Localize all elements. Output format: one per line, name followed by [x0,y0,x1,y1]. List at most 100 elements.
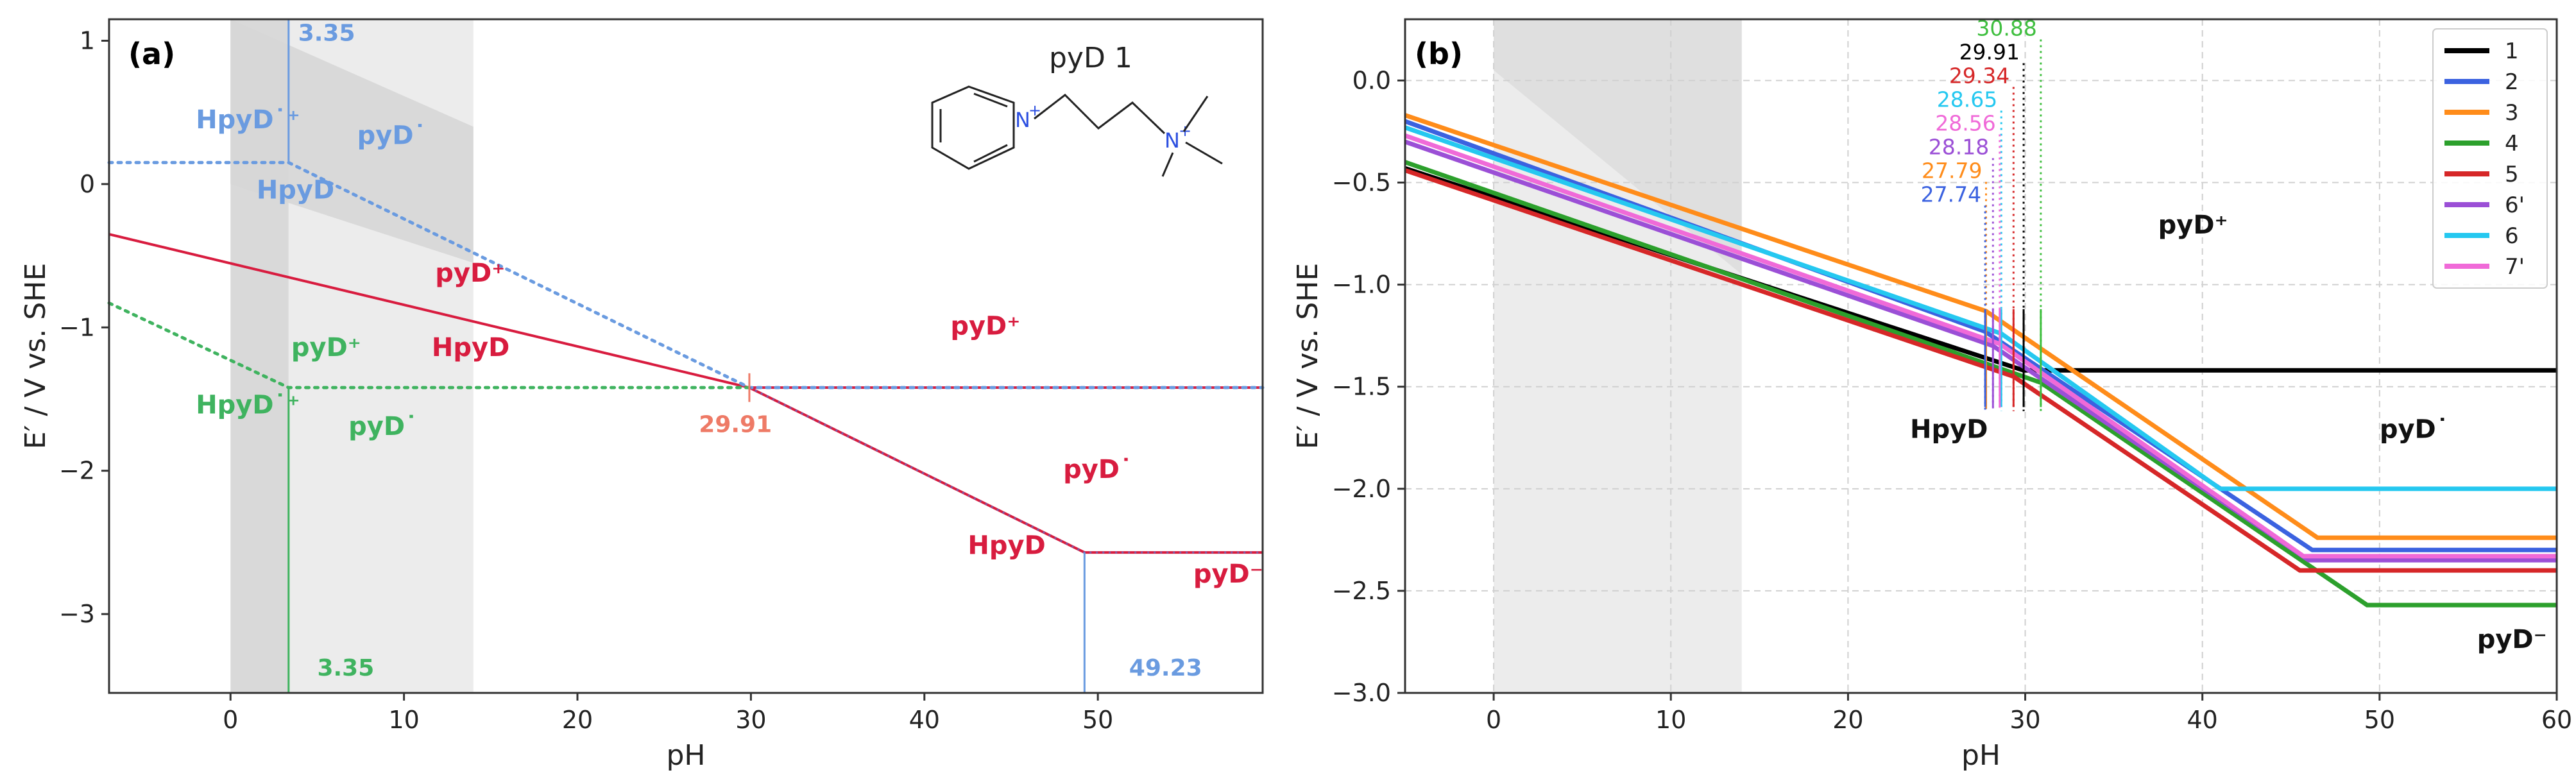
a-annotation: 3.35 [298,21,355,47]
b-legend-label: 2 [2505,69,2519,95]
a-annotation: pyD˙ [348,412,418,441]
b-legend-label: 7' [2505,254,2525,280]
nitrogen-charge-1: + [1028,101,1041,119]
b-y-tick-label: −3.0 [1332,679,1391,707]
a-annotation: HpyD [968,531,1045,560]
b-annotation: pyD˙ [2380,414,2449,444]
b-series-line [1404,133,2557,559]
a-series-line [749,386,1263,554]
methyl-bond [1182,96,1209,132]
molecule-label: pyD 1 [1049,42,1132,74]
a-panel-label: (a) [128,37,175,71]
b-pka-label: 29.91 [1959,39,2020,64]
a-y-tick-label: 1 [80,27,95,55]
methyl-bond [1161,152,1174,177]
b-x-tick-label: 0 [1486,706,1501,734]
a-annotation: 3.35 [317,655,374,681]
a-y-tick-label: −1 [59,313,95,341]
a-annotation: pyD⁺ [291,333,361,362]
b-series-line [1404,139,2557,563]
b-pka-label: 27.79 [1922,158,1982,183]
ring-double-bond [973,92,1008,108]
b-legend-label: 4 [2505,131,2519,157]
a-annotation: HpyD˙⁺ [196,390,300,420]
a-series-line [107,160,1265,389]
a-annotation: 49.23 [1129,655,1202,681]
b-series-line [1404,160,2557,608]
b-legend-label: 3 [2505,100,2519,126]
b-x-tick-label: 50 [2364,706,2395,734]
a-annotation: pyD⁺ [435,259,505,288]
b-pka-label: 29.34 [1949,63,2009,88]
b-pka-label: 27.74 [1921,182,1981,207]
b-y-tick-label: 0.0 [1352,66,1391,94]
a-axes-frame [108,18,1264,694]
nitrogen-atom-1: N [1015,108,1030,132]
a-ticks: 0 10 20 30 40 50 −3 −2 −1 0 1 [59,27,1113,734]
b-x-tick-label: 60 [2541,706,2572,734]
b-pka-label: 28.18 [1929,134,1989,159]
ring-double-bond [973,144,1008,163]
b-y-tick-label: −1.5 [1332,373,1391,401]
a-y-tick-label: −2 [59,457,95,485]
a-annotation: HpyD [257,175,334,205]
b-legend-label: 1 [2505,38,2519,64]
b-annotation: HpyD [1910,414,1988,444]
b-y-tick-label: −2.0 [1332,475,1391,503]
a-x-tick-label: 30 [735,706,766,734]
b-legend-label: 5 [2505,162,2519,187]
b-panel-label: (b) [1415,37,1463,71]
b-annotations: pyD⁺ HpyD pyD˙ pyD⁻ [1910,210,2547,654]
b-series-line [1404,168,2557,573]
b-y-tick-label: −2.5 [1332,577,1391,605]
a-annotation: HpyD [432,333,509,362]
a-annotation: pyD˙ [1063,455,1132,484]
b-x-tick-label: 30 [2009,706,2040,734]
b-legend-label: 6 [2505,223,2519,249]
methyl-bond [1185,141,1223,165]
b-y-axis-label: E′ / V vs. SHE [1292,263,1324,449]
b-series-line [1404,113,2557,540]
a-x-tick-label: 40 [909,706,940,734]
b-legend-box [2432,28,2548,289]
a-vertical-lines [287,19,1086,693]
b-shaded-wedge [1494,19,1742,275]
a-annotation: pyD⁺ [950,311,1020,341]
a-x-tick-label: 20 [562,706,593,734]
b-axes-frame [1404,18,2558,694]
a-shaded-bands [230,19,473,693]
b-series-line [1404,125,2557,491]
b-y-tick-label: −0.5 [1332,169,1391,197]
a-y-tick-label: −3 [59,600,95,628]
a-x-tick-label: 10 [388,706,419,734]
b-pka-label: 28.65 [1937,87,1997,112]
b-annotation: pyD⁻ [2477,625,2547,654]
b-x-tick-label: 10 [1655,706,1686,734]
b-legend-label: 6' [2505,192,2525,218]
a-annotation: HpyD˙⁺ [196,105,300,135]
a-y-axis-label: E′ / V vs. SHE [19,263,52,449]
b-ticks: 0 10 20 30 40 50 60 0.0 −0.5 −1.0 −1.5 −2.0 −2.5 −3.0 [1332,66,2572,734]
molecule-structure: pyD 1 N + N + [931,42,1223,177]
a-x-tick-label: 50 [1082,706,1113,734]
nitrogen-atom-2: N [1164,128,1180,153]
a-x-tick-label: 0 [223,706,238,734]
propyl-chain [1034,94,1166,135]
a-annotation: 29.91 [699,411,772,438]
b-x-axis-label: pH [1961,739,2000,772]
panel-a: 3.35 HpyD˙⁺ pyD˙ HpyD pyD⁺ HpyD pyD⁺ pyD⁺ HpyD˙⁺… [19,18,1265,772]
b-shaded-bands [1494,19,1742,693]
b-y-tick-label: −1.0 [1332,271,1391,299]
b-annotation: pyD⁺ [2158,210,2228,240]
b-x-tick-label: 40 [2187,706,2218,734]
b-pka-label: 28.56 [1935,110,1995,135]
panel-b: 30.8829.9129.3428.6528.5628.1827.7927.74… [1292,15,2572,772]
a-x-axis-label: pH [666,739,705,772]
b-legend: 1 2 3 4 5 6' 6 7' [2432,28,2548,289]
b-x-tick-label: 20 [1832,706,1863,734]
a-y-tick-label: 0 [80,170,95,198]
a-annotation: pyD⁻ [1193,559,1263,589]
pyridine-ring [931,85,1015,170]
a-series-line [749,386,1263,554]
